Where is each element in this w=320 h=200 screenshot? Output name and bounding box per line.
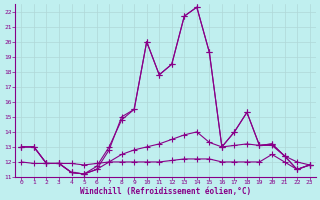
X-axis label: Windchill (Refroidissement éolien,°C): Windchill (Refroidissement éolien,°C) <box>80 187 251 196</box>
